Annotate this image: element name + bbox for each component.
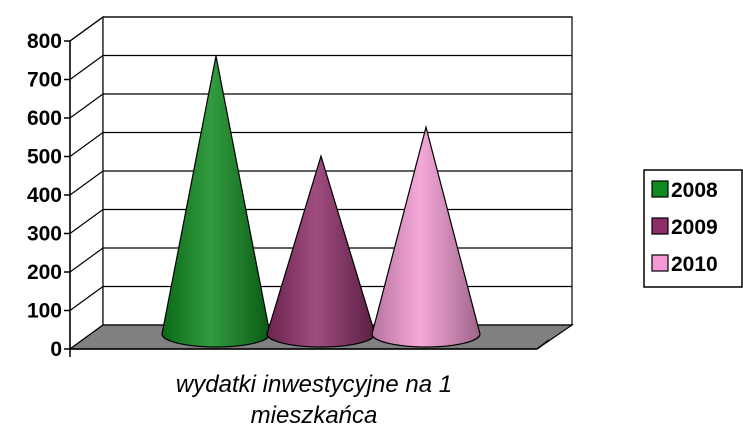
y-tick-label: 0 bbox=[50, 338, 62, 361]
legend-label: 2008 bbox=[671, 179, 718, 202]
y-tick-label: 200 bbox=[27, 261, 62, 284]
cone-series bbox=[161, 55, 481, 348]
y-tick-label: 800 bbox=[27, 30, 62, 53]
value-axis bbox=[69, 41, 550, 357]
gridline bbox=[69, 16, 572, 42]
floor-edge-line bbox=[536, 339, 550, 350]
y-tick-label: 500 bbox=[27, 146, 62, 169]
gridline bbox=[69, 54, 572, 80]
y-tick-label: 300 bbox=[27, 223, 62, 246]
legend: 2008 2009 2010 bbox=[643, 169, 743, 288]
legend-item-2010: 2010 bbox=[651, 253, 718, 276]
legend-swatch bbox=[651, 180, 669, 198]
y-tick-label: 400 bbox=[27, 184, 62, 207]
x-axis-label: wydatki inwestycyjne na 1 mieszkańca bbox=[176, 371, 452, 429]
x-axis-label-line-1: wydatki inwestycyjne na 1 bbox=[176, 371, 452, 398]
y-tick-label: 600 bbox=[27, 107, 62, 130]
gridline bbox=[69, 93, 572, 119]
legend-label: 2009 bbox=[671, 216, 718, 239]
x-axis-label-line-2: mieszkańca bbox=[251, 402, 378, 429]
cone-2010 bbox=[371, 124, 481, 348]
gridline bbox=[69, 131, 572, 157]
y-tick-label: 700 bbox=[27, 69, 62, 92]
legend-label: 2010 bbox=[671, 253, 718, 276]
legend-swatch bbox=[651, 217, 669, 235]
legend-swatch bbox=[651, 254, 669, 272]
legend-item-2008: 2008 bbox=[651, 179, 718, 202]
y-tick-label: 100 bbox=[27, 300, 62, 323]
y-tick-labels: 0 100 200 300 400 500 600 700 800 bbox=[27, 30, 70, 361]
legend-item-2009: 2009 bbox=[651, 216, 718, 239]
